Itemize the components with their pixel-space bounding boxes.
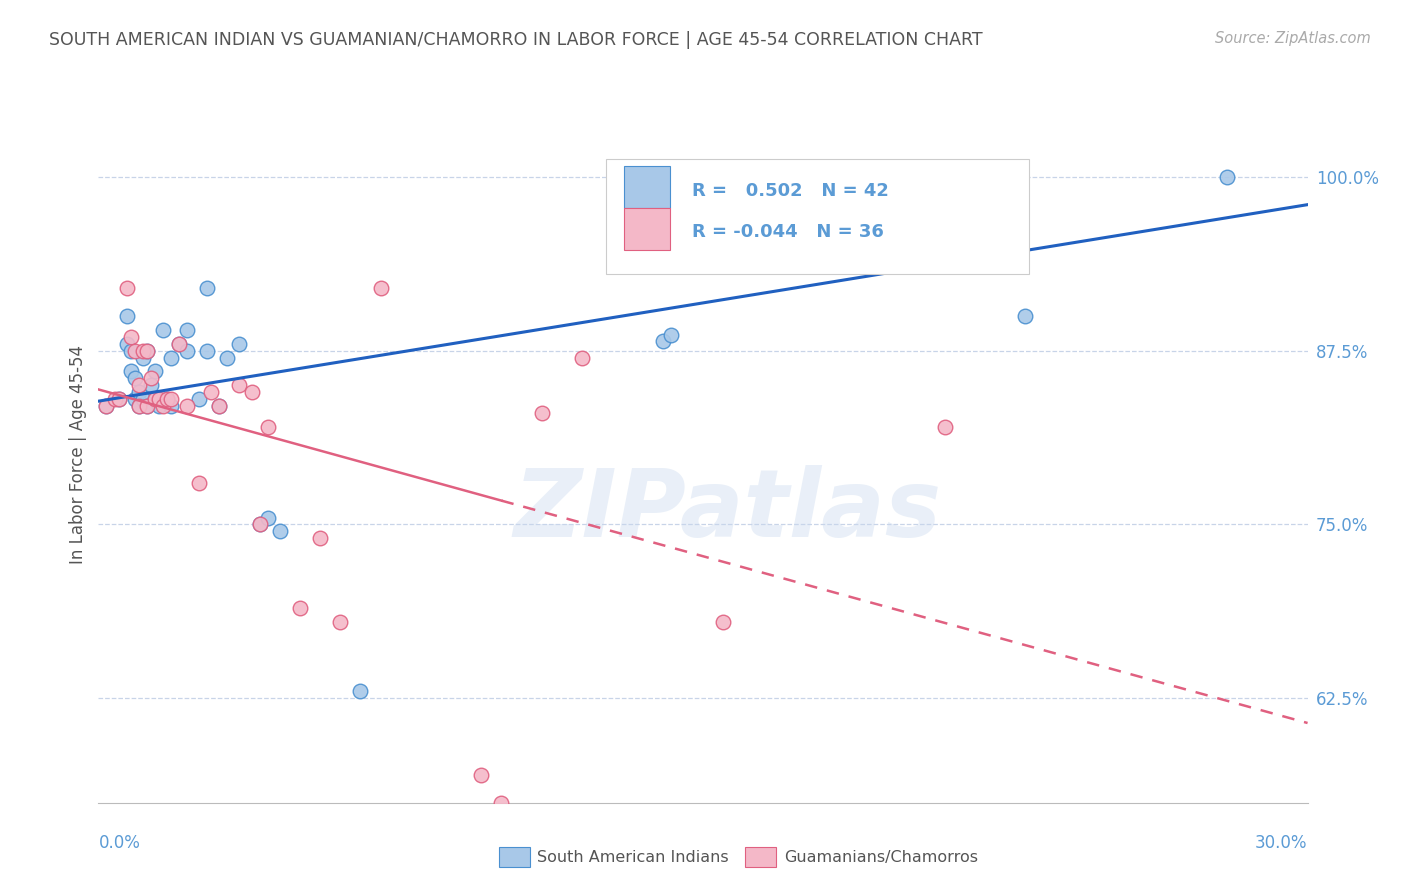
Text: Source: ZipAtlas.com: Source: ZipAtlas.com [1215,31,1371,46]
Point [152,323,174,337]
Point [659,328,682,343]
Point [571,351,593,365]
Text: R =   0.502   N = 42: R = 0.502 N = 42 [692,182,889,200]
Point [124,371,146,385]
Point [128,378,150,392]
Point [269,524,291,539]
Point [103,392,125,407]
Point [115,309,138,323]
Point [974,184,997,198]
Point [208,399,231,413]
Point [679,169,702,184]
Point [249,517,271,532]
Point [156,392,179,407]
Point [139,371,162,385]
Point [176,343,198,358]
Point [1216,169,1239,184]
Y-axis label: In Labor Force | Age 45-54: In Labor Force | Age 45-54 [69,345,87,565]
Point [934,420,956,434]
Point [148,399,170,413]
Point [195,281,218,295]
Point [240,385,263,400]
Point [256,510,278,524]
Point [256,420,278,434]
Point [160,399,183,413]
Point [711,615,734,629]
Text: ZIPatlas: ZIPatlas [513,465,941,557]
Point [249,517,271,532]
Point [143,392,166,407]
Point [132,392,155,407]
Point [96,399,118,413]
Point [107,392,129,407]
Bar [624,166,671,208]
Point [143,364,166,378]
Point [135,343,157,358]
Point [160,392,183,407]
Point [349,684,371,698]
Point [132,343,155,358]
Point [329,615,352,629]
Point [128,399,150,413]
Point [370,281,392,295]
FancyBboxPatch shape [606,159,1029,274]
Point [115,281,138,295]
Point [132,351,155,365]
Point [156,392,179,407]
Text: SOUTH AMERICAN INDIAN VS GUAMANIAN/CHAMORRO IN LABOR FORCE | AGE 45-54 CORRELATI: SOUTH AMERICAN INDIAN VS GUAMANIAN/CHAMO… [49,31,983,49]
Point [107,392,129,407]
Point [115,336,138,351]
Point [188,475,211,490]
Point [309,532,332,546]
Point [176,399,198,413]
Point [135,399,157,413]
Point [188,392,211,407]
Text: 0.0%: 0.0% [98,834,141,852]
Point [530,406,553,420]
Point [470,768,492,782]
Point [651,334,673,348]
Point [124,392,146,407]
Point [228,336,250,351]
Point [208,399,231,413]
Point [128,399,150,413]
Point [120,343,142,358]
Point [139,378,162,392]
Point [160,351,183,365]
Text: R = -0.044   N = 36: R = -0.044 N = 36 [692,223,884,241]
Point [135,343,157,358]
Text: 30.0%: 30.0% [1256,834,1308,852]
Point [288,601,311,615]
Point [200,385,222,400]
Point [1014,309,1036,323]
Point [152,399,174,413]
Point [176,323,198,337]
Point [124,343,146,358]
Text: South American Indians: South American Indians [537,850,728,864]
Point [491,796,513,810]
Point [195,343,218,358]
Point [120,329,142,343]
Point [148,392,170,407]
Point [692,239,714,253]
Point [228,378,250,392]
Point [217,351,239,365]
Point [120,364,142,378]
Point [96,399,118,413]
Point [135,399,157,413]
Point [167,336,190,351]
Point [167,336,190,351]
Point [143,392,166,407]
Point [128,385,150,400]
Text: Guamanians/Chamorros: Guamanians/Chamorros [785,850,979,864]
Bar [624,208,671,250]
